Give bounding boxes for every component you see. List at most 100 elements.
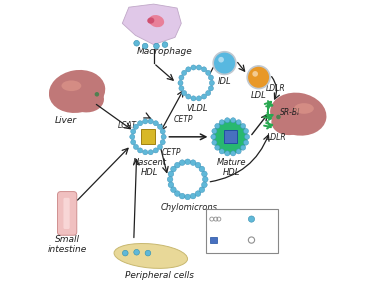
FancyBboxPatch shape xyxy=(206,209,279,253)
Circle shape xyxy=(202,67,207,72)
Circle shape xyxy=(174,191,180,196)
Circle shape xyxy=(195,191,201,196)
Circle shape xyxy=(153,148,158,153)
Circle shape xyxy=(157,144,163,149)
Circle shape xyxy=(243,129,248,134)
Text: Liver: Liver xyxy=(54,115,77,125)
Text: LCAT: LCAT xyxy=(118,121,137,130)
Ellipse shape xyxy=(49,70,105,113)
Circle shape xyxy=(138,148,142,153)
Text: Peripheral cells: Peripheral cells xyxy=(125,271,194,280)
Text: VLDL: VLDL xyxy=(187,104,208,113)
Text: LDLR: LDLR xyxy=(267,133,287,142)
Circle shape xyxy=(245,134,250,139)
Circle shape xyxy=(186,67,191,72)
Text: IDL: IDL xyxy=(218,77,231,86)
Circle shape xyxy=(247,66,270,89)
Circle shape xyxy=(168,182,174,188)
Circle shape xyxy=(211,134,216,139)
Ellipse shape xyxy=(147,17,154,24)
Circle shape xyxy=(179,193,185,199)
Circle shape xyxy=(195,162,201,168)
Circle shape xyxy=(134,249,139,255)
Text: CE: CE xyxy=(256,215,266,223)
Circle shape xyxy=(276,115,281,119)
Circle shape xyxy=(131,140,136,145)
Circle shape xyxy=(154,43,159,49)
Circle shape xyxy=(178,80,183,86)
Text: Apo AI: Apo AI xyxy=(218,236,243,245)
Circle shape xyxy=(133,124,139,129)
Circle shape xyxy=(212,129,217,134)
Ellipse shape xyxy=(114,243,187,268)
Circle shape xyxy=(196,65,202,70)
Circle shape xyxy=(160,140,165,145)
Polygon shape xyxy=(122,4,181,44)
Circle shape xyxy=(202,94,207,99)
Circle shape xyxy=(179,75,184,80)
Text: LDL: LDL xyxy=(251,91,266,100)
Circle shape xyxy=(225,118,230,123)
Circle shape xyxy=(148,119,153,124)
FancyBboxPatch shape xyxy=(210,237,217,243)
Text: CETP: CETP xyxy=(162,148,182,156)
Circle shape xyxy=(213,52,236,74)
Circle shape xyxy=(148,150,153,155)
Circle shape xyxy=(130,134,135,139)
Circle shape xyxy=(185,159,190,165)
Circle shape xyxy=(208,86,213,91)
Circle shape xyxy=(157,124,163,129)
Circle shape xyxy=(199,187,205,193)
Circle shape xyxy=(94,92,99,97)
Circle shape xyxy=(171,187,176,193)
Circle shape xyxy=(190,160,196,166)
Circle shape xyxy=(190,193,196,199)
Circle shape xyxy=(236,120,241,125)
Circle shape xyxy=(219,149,224,154)
Circle shape xyxy=(174,162,180,168)
Circle shape xyxy=(240,123,246,129)
Circle shape xyxy=(186,94,191,99)
Text: Chylomicrons: Chylomicrons xyxy=(160,203,218,212)
FancyBboxPatch shape xyxy=(64,198,70,229)
Circle shape xyxy=(243,140,248,145)
Circle shape xyxy=(191,65,196,70)
Ellipse shape xyxy=(294,103,314,114)
Ellipse shape xyxy=(270,93,327,136)
Circle shape xyxy=(202,176,208,182)
Circle shape xyxy=(199,166,205,172)
Circle shape xyxy=(134,40,139,46)
Text: SR-BI: SR-BI xyxy=(280,108,300,117)
Circle shape xyxy=(218,57,224,62)
FancyBboxPatch shape xyxy=(58,192,77,235)
Circle shape xyxy=(133,144,139,149)
Circle shape xyxy=(236,149,241,154)
Circle shape xyxy=(168,171,174,177)
Circle shape xyxy=(208,75,213,80)
Circle shape xyxy=(145,250,151,256)
FancyBboxPatch shape xyxy=(141,129,155,144)
Circle shape xyxy=(202,171,207,177)
Circle shape xyxy=(160,129,165,134)
Circle shape xyxy=(252,71,258,77)
Circle shape xyxy=(180,66,213,99)
Circle shape xyxy=(215,145,220,150)
Circle shape xyxy=(206,90,211,95)
Circle shape xyxy=(206,70,211,76)
Text: Free
cholesterol: Free cholesterol xyxy=(221,209,263,229)
Circle shape xyxy=(209,80,215,86)
Ellipse shape xyxy=(61,80,81,91)
Circle shape xyxy=(225,151,230,156)
Circle shape xyxy=(122,250,128,256)
Circle shape xyxy=(182,70,187,76)
Circle shape xyxy=(167,176,173,182)
Circle shape xyxy=(196,96,202,101)
Circle shape xyxy=(171,166,176,172)
Circle shape xyxy=(179,86,184,91)
Text: CETP: CETP xyxy=(173,115,193,124)
Text: Nascent
HDL: Nascent HDL xyxy=(132,158,166,178)
Circle shape xyxy=(215,123,220,129)
Circle shape xyxy=(231,151,236,156)
Circle shape xyxy=(162,42,168,48)
Circle shape xyxy=(142,119,148,124)
